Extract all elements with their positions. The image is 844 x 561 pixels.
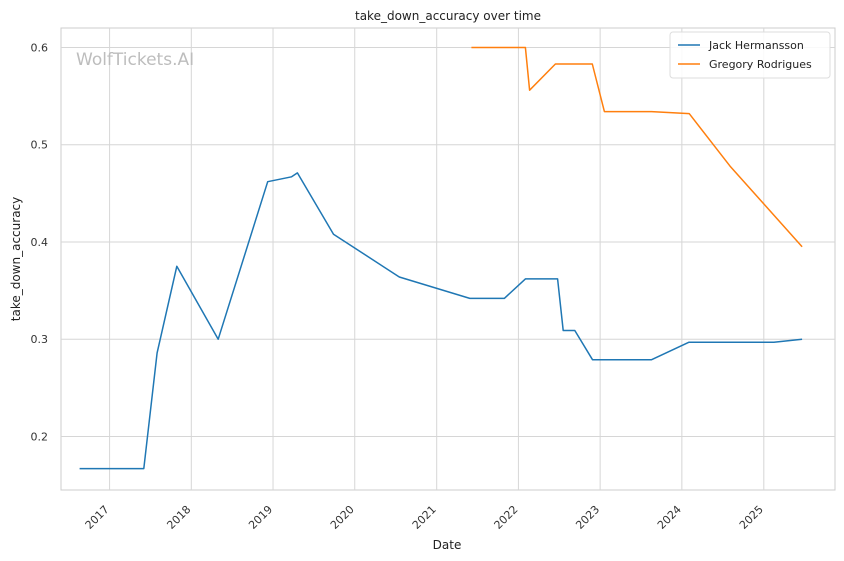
y-tick-label: 0.5 [31,139,49,152]
y-tick-label: 0.6 [31,41,49,54]
watermark: WolfTickets.AI [76,50,194,70]
y-tick-label: 0.4 [31,236,49,249]
legend-box [669,31,831,79]
y-tick-label: 0.2 [31,431,49,444]
series-line-2 [471,46,803,248]
x-tick-label: 2025 [737,503,766,532]
x-tick-label: 2019 [246,503,275,532]
legend: Jack Hermansson Gregory Rodrigues [669,31,831,79]
series-group [79,46,803,470]
y-axis-label: take_down_accuracy [9,197,23,321]
x-tick-label: 2022 [492,503,521,532]
x-tick-label: 2017 [83,503,112,532]
y-tick-label: 0.3 [31,333,49,346]
chart-title: take_down_accuracy over time [355,9,541,23]
x-tick-label: 2021 [410,503,439,532]
x-tick-label: 2024 [655,503,684,532]
x-tick-label: 2023 [573,503,602,532]
x-tick-label: 2020 [328,503,357,532]
legend-label: Gregory Rodrigues [709,58,812,71]
plot-area [60,27,836,491]
legend-label: Jack Hermansson [708,39,804,52]
x-axis-label: Date [433,538,462,552]
series-line-1 [79,172,803,470]
x-tick-label: 2018 [164,503,193,532]
